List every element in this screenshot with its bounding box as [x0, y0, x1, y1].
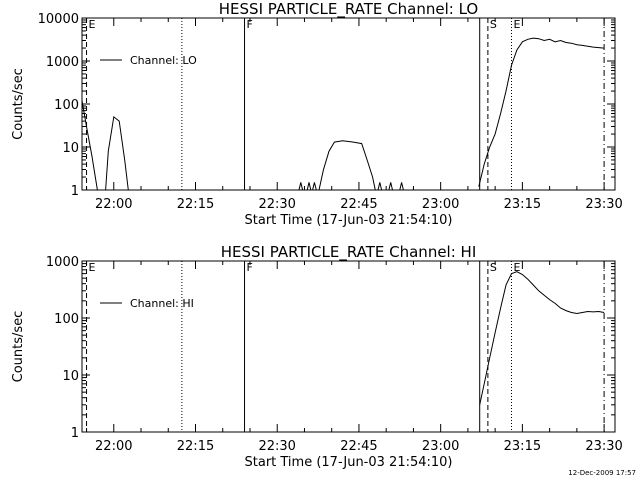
series-line-segment: [377, 182, 383, 191]
x-tick-label: 23:00: [422, 197, 459, 212]
x-tick-label: 23:15: [504, 439, 541, 454]
x-tick-label: 22:45: [340, 439, 377, 454]
plot-frame: [81, 17, 616, 191]
marker-label: S: [490, 18, 497, 31]
x-tick-label: 23:00: [422, 439, 459, 454]
x-tick-label: 23:15: [504, 197, 541, 212]
x-tick-label: 22:00: [95, 197, 132, 212]
marker-label: F: [247, 261, 253, 274]
series-line-segment: [306, 182, 312, 191]
series-line-segment: [105, 115, 129, 191]
x-tick-label: 22:00: [95, 439, 132, 454]
y-tick-label: 10000: [38, 12, 79, 27]
series-line-segment: [312, 182, 317, 191]
marker-label: E: [89, 261, 96, 274]
x-tick-label: 22:15: [177, 197, 214, 212]
x-tick-label: 23:30: [585, 197, 622, 212]
marker-label: E: [89, 18, 96, 31]
y-tick-label: 10: [62, 369, 79, 384]
plot-frame: [81, 260, 616, 433]
chart-panel-1: HESSI PARTICLE_RATE Channel: LO Start Tim…: [11, 0, 623, 228]
y-axis-label: Counts/sec: [11, 311, 26, 383]
marker-label: E: [513, 18, 520, 31]
y-tick-label: 10: [62, 141, 79, 156]
x-tick-label: 22:30: [258, 439, 295, 454]
series-line-segment: [479, 271, 605, 405]
y-tick-label: 1: [71, 426, 79, 441]
legend-label: Channel: LO: [130, 54, 197, 67]
legend-label: Channel: HI: [130, 297, 194, 310]
y-tick-label: 1: [71, 184, 79, 199]
x-tick-label: 22:15: [177, 439, 214, 454]
x-tick-label: 22:30: [258, 197, 295, 212]
footer-timestamp: 12-Dec-2009 17:57: [568, 469, 636, 477]
chart-panel-2: HESSI PARTICLE_RATE Channel: HI Start Tim…: [11, 243, 623, 470]
chart-title: HESSI PARTICLE_RATE Channel: LO: [219, 0, 478, 19]
x-axis-label: Start Time (17-Jun-03 21:54:10): [245, 213, 453, 228]
y-tick-label: 100: [54, 312, 79, 327]
y-tick-label: 100: [54, 98, 79, 113]
series-line-segment: [318, 140, 376, 191]
x-tick-label: 22:45: [340, 197, 377, 212]
series-line-segment: [478, 37, 605, 187]
y-axis-label: Counts/sec: [11, 68, 26, 140]
x-tick-label: 23:30: [585, 439, 622, 454]
y-tick-label: 1000: [46, 55, 79, 70]
series-line-segment: [388, 182, 393, 191]
marker-label: S: [490, 261, 497, 274]
x-axis-label: Start Time (17-Jun-03 21:54:10): [245, 455, 453, 470]
marker-label: F: [247, 18, 253, 31]
series-line-segment: [298, 182, 304, 191]
series-line-segment: [81, 100, 98, 191]
y-tick-label: 1000: [46, 255, 79, 270]
chart-title: HESSI PARTICLE_RATE Channel: HI: [221, 243, 477, 262]
marker-label: E: [513, 261, 520, 274]
series-line-segment: [399, 182, 404, 191]
